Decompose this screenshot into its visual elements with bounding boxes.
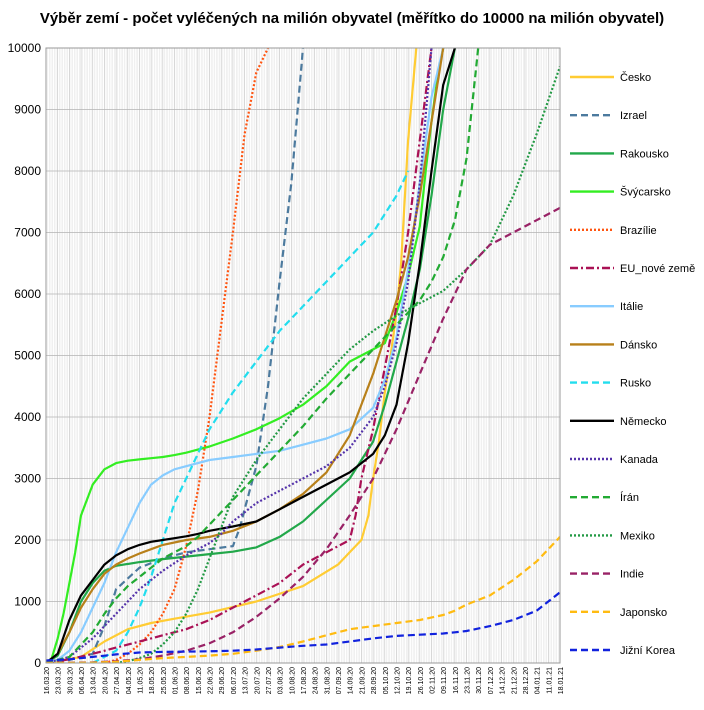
legend-label: Izrael <box>620 110 647 122</box>
x-tick-label: 10.08.20 <box>289 667 296 694</box>
legend-label: Rakousko <box>620 148 669 160</box>
y-tick-label: 5000 <box>14 349 41 363</box>
legend-label: Indie <box>620 569 644 581</box>
x-tick-label: 22.06.20 <box>208 667 215 694</box>
x-tick-label: 23.03.20 <box>56 667 63 694</box>
series-line <box>46 48 305 663</box>
x-tick-label: 04.01.21 <box>535 667 542 694</box>
y-tick-label: 1000 <box>14 595 41 609</box>
x-tick-label: 28.09.20 <box>371 667 378 694</box>
chart-title: Výběr zemí - počet vyléčených na milión … <box>39 10 665 27</box>
y-tick-label: 10000 <box>8 41 42 55</box>
x-tick-label: 26.10.20 <box>418 667 425 694</box>
series-line <box>46 48 456 663</box>
series-line <box>46 48 456 663</box>
x-tick-label: 04.05.20 <box>126 667 133 694</box>
legend-label: Německo <box>620 416 666 428</box>
legend-label: Mexiko <box>620 530 655 542</box>
x-tick-label: 19.10.20 <box>406 667 413 694</box>
x-tick-label: 03.08.20 <box>278 667 285 694</box>
x-tick-label: 20.04.20 <box>102 667 109 694</box>
legend-label: Česko <box>620 71 651 84</box>
legend-label: Kanada <box>620 454 659 466</box>
legend-label: EU_nové země <box>620 263 695 275</box>
x-tick-label: 16.03.20 <box>44 667 51 694</box>
series-line <box>46 591 560 662</box>
x-tick-label: 31.08.20 <box>324 667 331 694</box>
y-tick-label: 9000 <box>14 103 41 117</box>
y-tick-label: 4000 <box>14 410 41 424</box>
y-tick-label: 7000 <box>14 226 41 240</box>
x-tick-label: 07.12.20 <box>488 667 495 694</box>
x-tick-label: 27.04.20 <box>114 667 121 694</box>
series-line <box>46 206 560 663</box>
x-tick-label: 05.10.20 <box>383 667 390 694</box>
x-tick-label: 11.01.21 <box>546 667 553 694</box>
x-tick-label: 06.07.20 <box>231 667 238 694</box>
x-tick-label: 09.11.20 <box>441 667 448 694</box>
y-tick-label: 0 <box>34 656 41 670</box>
x-tick-label: 23.11.20 <box>465 667 472 694</box>
series-line <box>46 536 560 663</box>
plot-frame <box>45 47 561 664</box>
x-tick-label: 08.06.20 <box>184 667 191 694</box>
x-tick-label: 28.12.20 <box>523 667 530 694</box>
legend-label: Brazílie <box>620 225 657 237</box>
x-tick-label: 20.07.20 <box>254 667 261 694</box>
x-tick-label: 16.11.20 <box>453 667 460 694</box>
x-tick-label: 25.05.20 <box>161 667 168 694</box>
series-line <box>92 170 410 663</box>
x-tick-label: 17.08.20 <box>301 667 308 694</box>
legend: Česko Izrael Rakousko Švýcarsko Brazílie EU_n… <box>570 71 695 657</box>
x-tick-label: 13.07.20 <box>243 667 250 694</box>
legend-label: Dánsko <box>620 339 657 351</box>
x-tick-label: 06.04.20 <box>79 667 86 694</box>
x-tick-label: 21.12.20 <box>511 667 518 694</box>
x-tick-label: 18.05.20 <box>149 667 156 694</box>
x-tick-label: 11.05.20 <box>137 667 144 694</box>
axes: 0 1000 2000 3000 4000 5000 6000 7000 8000 9000 100… <box>8 41 565 694</box>
x-tick-label: 30.11.20 <box>476 667 483 694</box>
legend-label: Írán <box>620 491 639 504</box>
x-tick-label: 14.12.20 <box>500 667 507 694</box>
series-line <box>46 48 433 663</box>
x-tick-label: 21.09.20 <box>359 667 366 694</box>
x-tick-label: 27.07.20 <box>266 667 273 694</box>
legend-label: Itálie <box>620 301 643 313</box>
legend-label: Jižní Korea <box>620 645 676 657</box>
x-tick-label: 18.01.21 <box>558 667 565 694</box>
legend-label: Rusko <box>620 378 651 390</box>
y-tick-label: 3000 <box>14 472 41 486</box>
y-tick-label: 8000 <box>14 164 41 178</box>
x-tick-label: 07.09.20 <box>336 667 343 694</box>
x-tick-label: 29.06.20 <box>219 667 226 694</box>
grid <box>45 47 561 664</box>
series-group <box>46 48 560 663</box>
legend-label: Japonsko <box>620 607 667 619</box>
legend-label: Švýcarsko <box>620 186 671 199</box>
series-line <box>46 48 480 663</box>
y-tick-label: 2000 <box>14 533 41 547</box>
x-tick-label: 15.06.20 <box>196 667 203 694</box>
x-tick-label: 12.10.20 <box>394 667 401 694</box>
x-tick-label: 14.09.20 <box>348 667 355 694</box>
x-tick-label: 30.03.20 <box>67 667 74 694</box>
y-tick-label: 6000 <box>14 287 41 301</box>
series-line <box>46 48 445 663</box>
x-tick-label: 02.11.20 <box>430 667 437 694</box>
series-line <box>46 48 433 663</box>
x-tick-label: 13.04.20 <box>91 667 98 694</box>
x-tick-label: 24.08.20 <box>313 667 320 694</box>
x-tick-label: 01.06.20 <box>173 667 180 694</box>
